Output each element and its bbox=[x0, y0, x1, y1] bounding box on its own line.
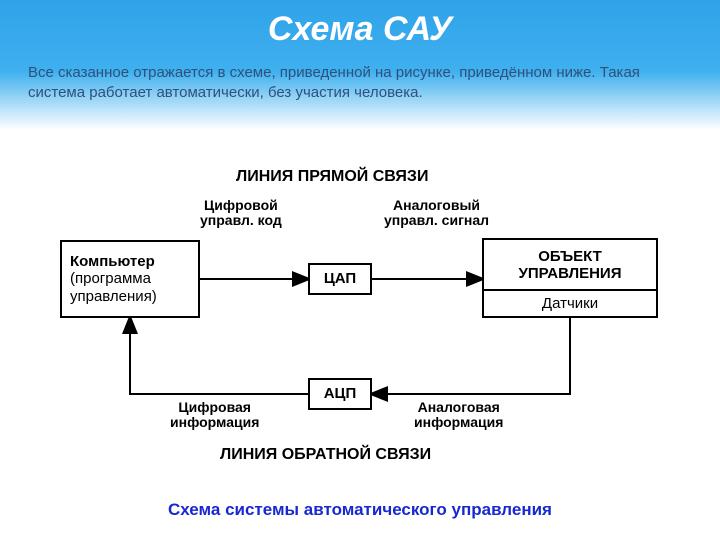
node-computer: Компьютер(программауправления) bbox=[60, 240, 200, 318]
node-computer-line-1: (программа bbox=[70, 270, 151, 287]
label-analog_signal: Аналоговый управл. сигнал bbox=[384, 198, 489, 229]
label-forward_line: ЛИНИЯ ПРЯМОЙ СВЯЗИ bbox=[236, 168, 428, 186]
label-digital_code: Цифровой управл. код bbox=[200, 198, 282, 229]
node-computer-line-0: Компьютер bbox=[70, 253, 155, 270]
node-dac: ЦАП bbox=[308, 263, 372, 295]
arrows-layer bbox=[0, 150, 720, 490]
node-object: ОБЪЕКТ УПРАВЛЕНИЯДатчики bbox=[482, 238, 658, 318]
arrow-obj_down_to_adc bbox=[372, 318, 570, 394]
arrow-adc_to_comp bbox=[130, 318, 308, 394]
node-object-line-1: Датчики bbox=[484, 289, 656, 316]
diagram-caption: Схема системы автоматического управления bbox=[0, 500, 720, 520]
node-object-line-0: ОБЪЕКТ УПРАВЛЕНИЯ bbox=[484, 240, 656, 289]
node-adc: АЦП bbox=[308, 378, 372, 410]
node-adc-line-0: АЦП bbox=[324, 385, 357, 402]
label-analog_info: Аналоговая информация bbox=[414, 400, 503, 431]
label-digital_info: Цифровая информация bbox=[170, 400, 259, 431]
node-computer-line-2: управления) bbox=[70, 288, 157, 305]
diagram-area: Компьютер(программауправления) ЦАП ОБЪЕКТ … bbox=[0, 150, 720, 490]
node-dac-line-0: ЦАП bbox=[324, 270, 356, 287]
label-feedback_line: ЛИНИЯ ОБРАТНОЙ СВЯЗИ bbox=[220, 446, 431, 464]
page-title: Схема САУ bbox=[28, 10, 692, 49]
page-subtitle: Все сказанное отражается в схеме, привед… bbox=[28, 63, 692, 104]
